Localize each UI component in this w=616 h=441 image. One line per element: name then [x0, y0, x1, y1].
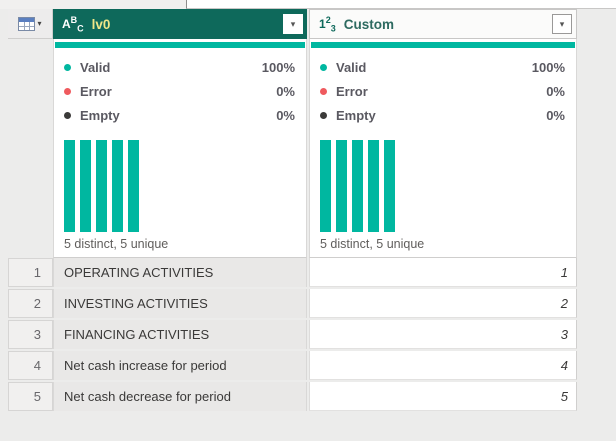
- table-menu-caret-icon: ▾: [37, 18, 42, 28]
- value-distribution-chart: [64, 140, 139, 232]
- column-quality-bar: [310, 42, 576, 48]
- quality-legend: Valid 100% Error 0% Empty 0%: [64, 55, 295, 127]
- empty-percent: 0%: [546, 107, 565, 123]
- empty-dot-icon: [320, 111, 327, 119]
- table-icon: [18, 16, 36, 31]
- error-dot-icon: [320, 87, 327, 95]
- distribution-bar: [112, 140, 123, 232]
- text-type-icon: ABC: [62, 14, 84, 34]
- formula-bar-edge: [186, 0, 616, 9]
- cell-lv0[interactable]: INVESTING ACTIVITIES: [53, 289, 307, 318]
- column-header-lv0[interactable]: ABC lv0 ▾: [53, 9, 307, 39]
- error-dot-icon: [64, 87, 71, 95]
- cell-lv0[interactable]: Net cash increase for period: [53, 351, 307, 380]
- distribution-bar: [368, 140, 379, 232]
- cell-lv0[interactable]: FINANCING ACTIVITIES: [53, 320, 307, 349]
- distribution-bar: [384, 140, 395, 232]
- legend-error: Error 0%: [320, 79, 565, 103]
- row-number-cell[interactable]: 4: [8, 351, 53, 380]
- cell-custom[interactable]: 5: [309, 382, 577, 411]
- empty-dot-icon: [64, 111, 71, 119]
- cell-custom[interactable]: 3: [309, 320, 577, 349]
- valid-dot-icon: [320, 63, 327, 71]
- top-strip: [0, 0, 616, 9]
- valid-dot-icon: [64, 63, 71, 71]
- column-profile-custom: Valid 100% Error 0% Empty 0% 5 distinct,…: [309, 39, 577, 258]
- column-filter-dropdown-custom[interactable]: ▾: [552, 14, 572, 34]
- column-quality-bar: [54, 42, 306, 48]
- number-type-icon: 123: [319, 14, 336, 34]
- distribution-bar: [352, 140, 363, 232]
- data-preview-grid: ▾ ABC lv0 ▾ 123 Custom ▾ Valid 100% Erro…: [8, 9, 577, 413]
- distribution-bar: [336, 140, 347, 232]
- empty-label: Empty: [336, 107, 376, 123]
- valid-label: Valid: [80, 59, 111, 75]
- column-filter-dropdown-lv0[interactable]: ▾: [283, 14, 303, 34]
- distinct-summary: 5 distinct, 5 unique: [64, 237, 169, 251]
- legend-empty: Empty 0%: [320, 103, 565, 127]
- legend-valid: Valid 100%: [64, 55, 295, 79]
- error-percent: 0%: [276, 83, 295, 99]
- distinct-summary: 5 distinct, 5 unique: [320, 237, 425, 251]
- legend-empty: Empty 0%: [64, 103, 295, 127]
- column-profile-lv0: Valid 100% Error 0% Empty 0% 5 distinct,…: [53, 39, 307, 258]
- valid-label: Valid: [336, 59, 367, 75]
- legend-valid: Valid 100%: [320, 55, 565, 79]
- row-number-cell[interactable]: 5: [8, 382, 53, 411]
- row-number-cell[interactable]: 3: [8, 320, 53, 349]
- distribution-bar: [96, 140, 107, 232]
- empty-label: Empty: [80, 107, 120, 123]
- cell-lv0[interactable]: Net cash decrease for period: [53, 382, 307, 411]
- value-distribution-chart: [320, 140, 395, 232]
- table-menu-button[interactable]: ▾: [8, 9, 53, 39]
- row-number-cell[interactable]: 1: [8, 258, 53, 287]
- column-name: Custom: [343, 16, 394, 32]
- column-header-custom[interactable]: 123 Custom ▾: [309, 9, 577, 39]
- valid-percent: 100%: [261, 59, 295, 75]
- error-label: Error: [80, 83, 112, 99]
- distribution-bar: [64, 140, 75, 232]
- column-name: lv0: [91, 16, 111, 32]
- legend-error: Error 0%: [64, 79, 295, 103]
- valid-percent: 100%: [531, 59, 565, 75]
- cell-lv0[interactable]: OPERATING ACTIVITIES: [53, 258, 307, 287]
- distribution-bar: [128, 140, 139, 232]
- error-percent: 0%: [546, 83, 565, 99]
- cell-custom[interactable]: 2: [309, 289, 577, 318]
- row-number-cell[interactable]: 2: [8, 289, 53, 318]
- cell-custom[interactable]: 1: [309, 258, 577, 287]
- distribution-bar: [80, 140, 91, 232]
- empty-percent: 0%: [276, 107, 295, 123]
- error-label: Error: [336, 83, 368, 99]
- cell-custom[interactable]: 4: [309, 351, 577, 380]
- distribution-bar: [320, 140, 331, 232]
- quality-legend: Valid 100% Error 0% Empty 0%: [320, 55, 565, 127]
